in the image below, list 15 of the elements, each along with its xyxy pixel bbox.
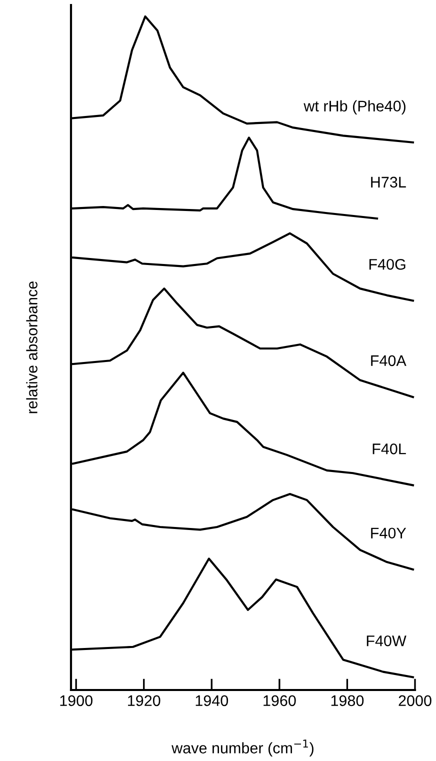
- y-axis-title: relative absorbance: [26, 282, 38, 414]
- series-label: H73L: [371, 176, 406, 188]
- x-tick-label: 2000: [398, 695, 432, 706]
- x-axis-title: wave number (cm$^{−1}$): [172, 740, 314, 756]
- x-tick-label: 1900: [60, 695, 92, 706]
- x-tick-label: 1980: [331, 695, 364, 706]
- series-label: F40A: [371, 355, 406, 366]
- series-label: F40G: [369, 258, 406, 270]
- series-label: F40L: [372, 444, 406, 454]
- x-tick-label: 1960: [264, 695, 296, 706]
- series-label: F40W: [366, 635, 406, 646]
- series-label: F40Y: [371, 528, 406, 539]
- x-tick-label: 1940: [196, 695, 228, 706]
- series-label: wt rHb (Phe40): [304, 100, 406, 114]
- x-tick-label: 1920: [128, 695, 160, 706]
